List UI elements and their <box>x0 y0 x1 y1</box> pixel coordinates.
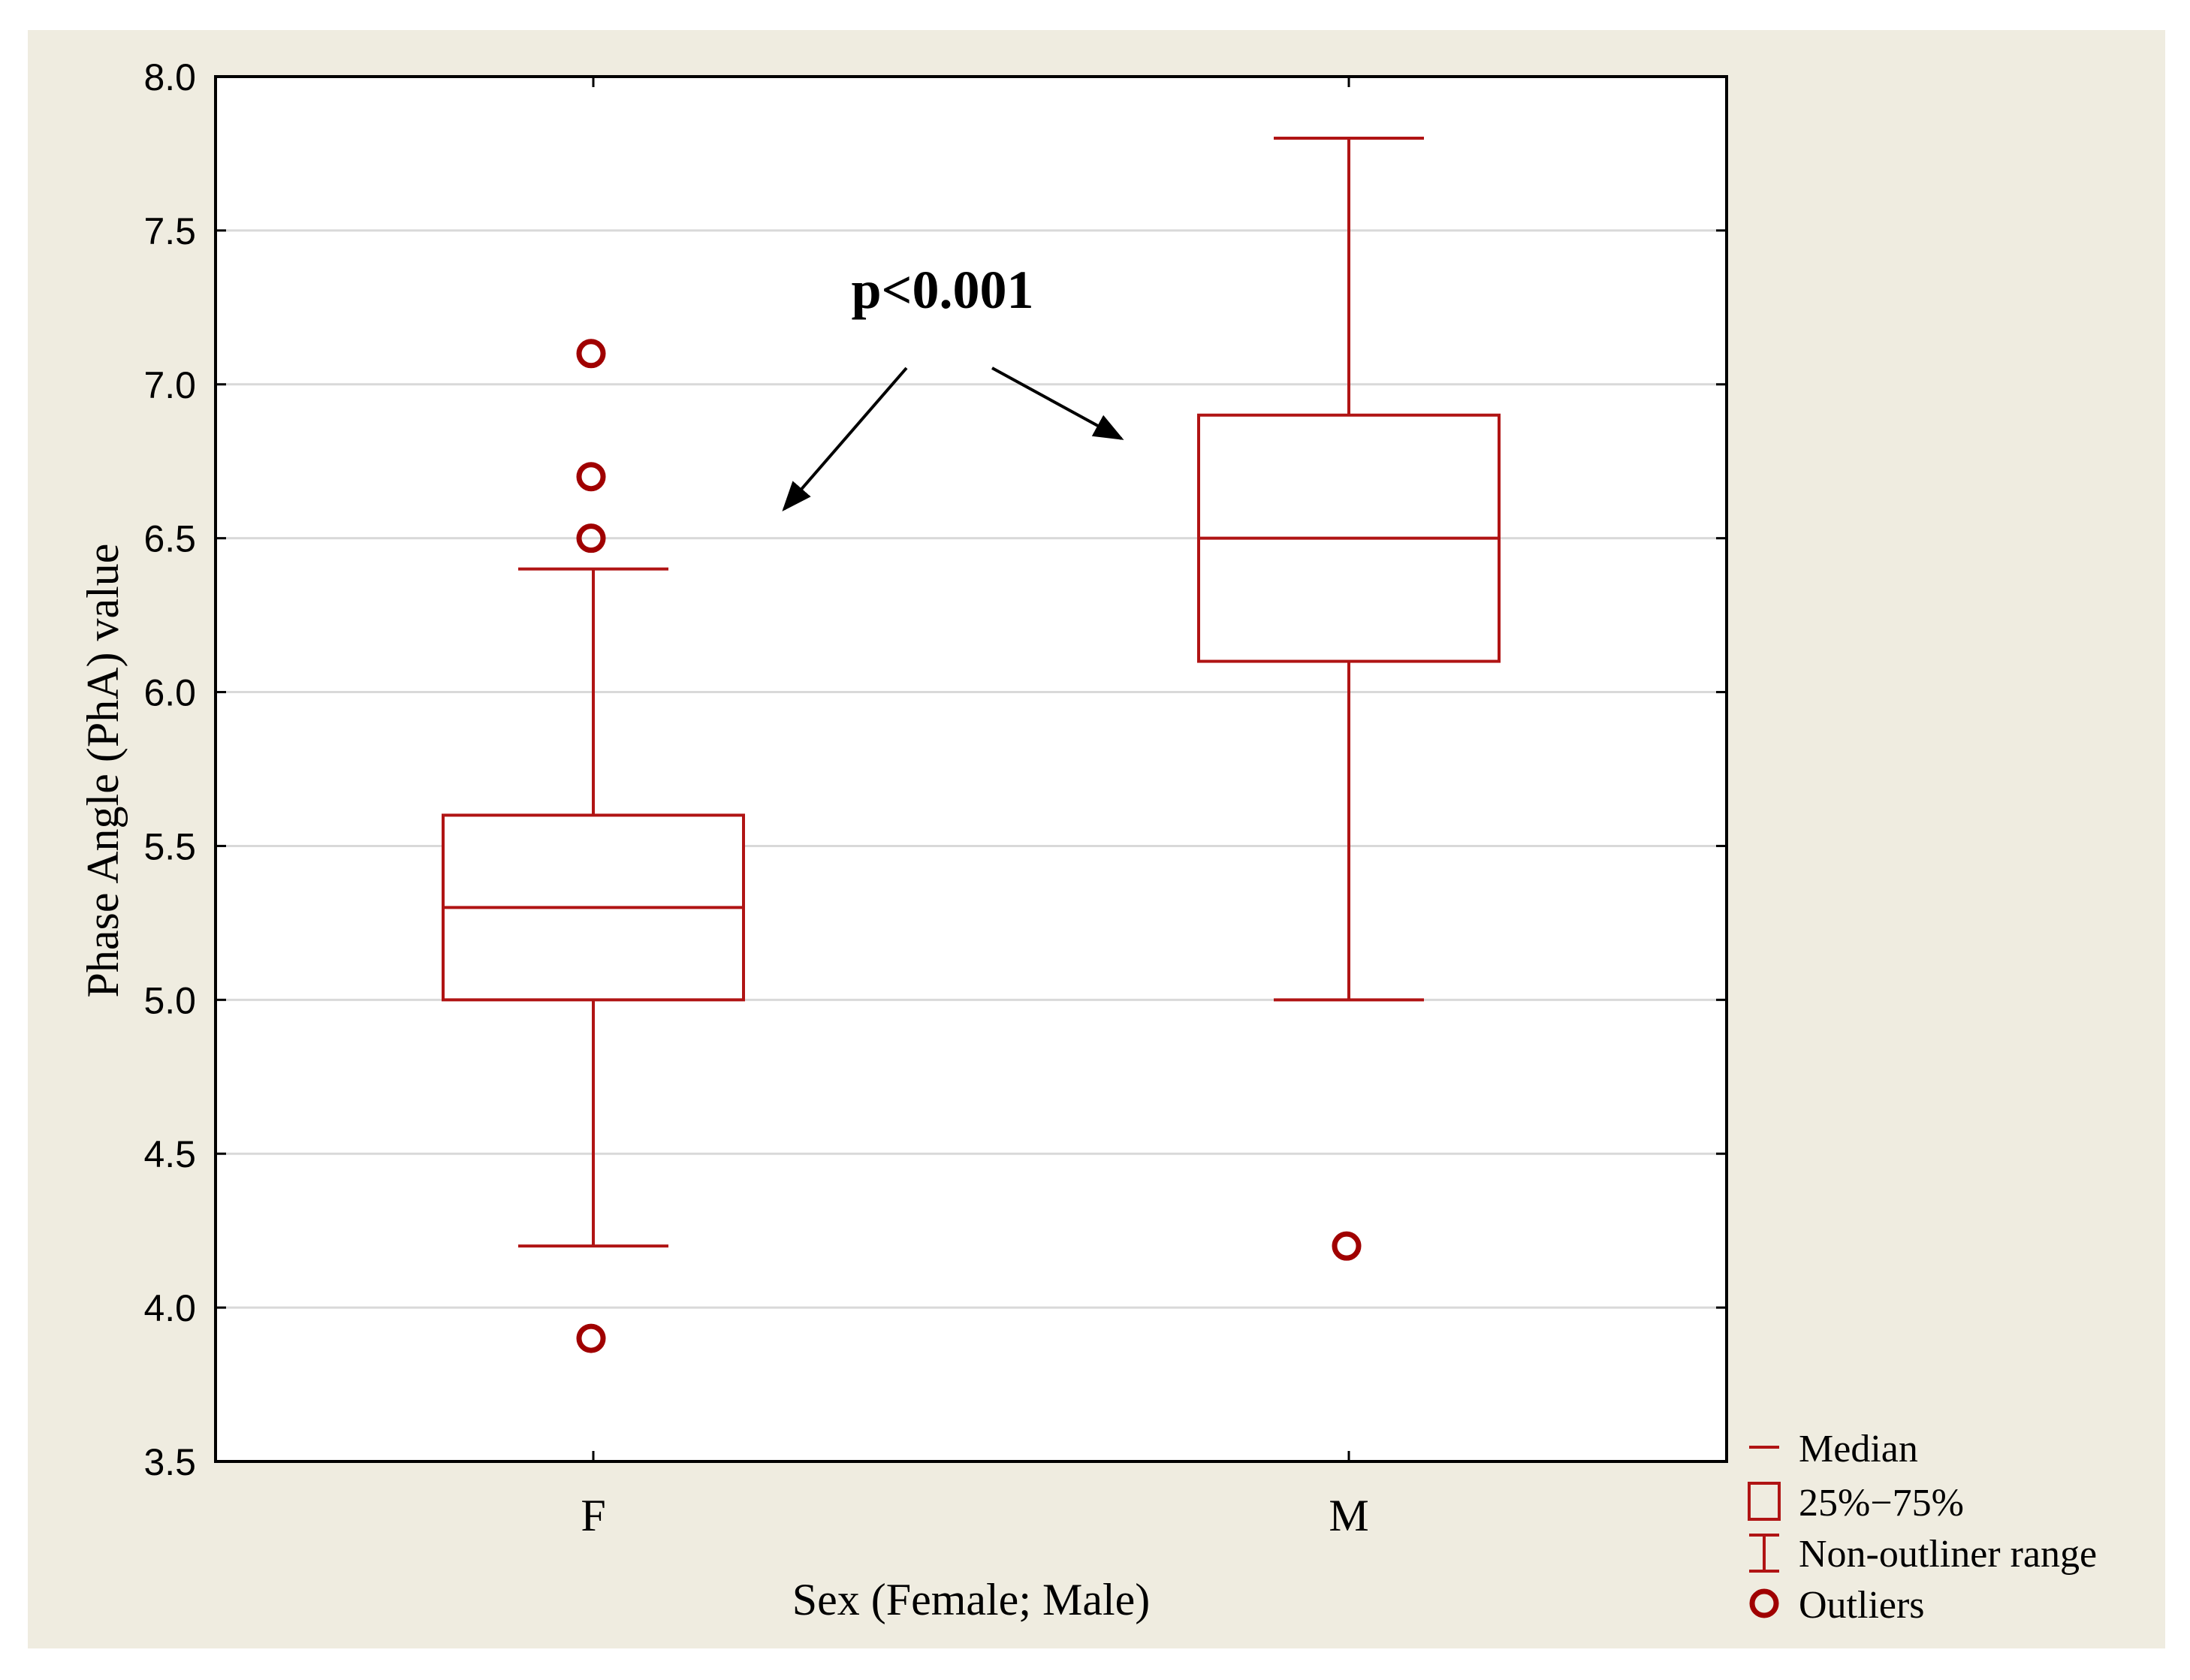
y-tick-label: 5.5 <box>143 825 196 867</box>
legend-outlier-symbol <box>1749 1588 1779 1618</box>
outlier-point <box>576 462 606 492</box>
y-tick-label: 5.0 <box>143 979 196 1021</box>
legend: Median 25%−75% Non-outliner range Outlie… <box>1748 1428 2097 1627</box>
p-value-annotation: p<0.001 <box>851 260 1033 320</box>
plot-border <box>214 75 1728 1463</box>
box-F <box>442 339 745 1353</box>
outlier-point <box>576 1323 606 1353</box>
box-M <box>1197 136 1501 1261</box>
outlier-point <box>576 339 606 369</box>
y-axis-title: Phase Angle (PhA) value <box>78 544 128 998</box>
plot-area <box>216 77 1727 1461</box>
boxes <box>442 136 1501 1353</box>
y-tick-label: 4.0 <box>143 1287 196 1329</box>
annotation-arrow-left <box>782 366 908 512</box>
y-tick-label: 8.0 <box>143 56 196 98</box>
y-tick-label: 4.5 <box>143 1133 196 1175</box>
legend-median-label: Median <box>1799 1428 1918 1470</box>
x-tick-label: M <box>1329 1491 1368 1540</box>
y-tick-label: 7.0 <box>143 364 196 406</box>
y-tick-label: 3.5 <box>143 1441 196 1483</box>
x-tick-label: F <box>581 1491 605 1540</box>
y-tick-label: 6.0 <box>143 672 196 714</box>
legend-whisker-label: Non-outliner range <box>1799 1533 2097 1576</box>
legend-box-label: 25%−75% <box>1799 1482 1964 1525</box>
y-tick-label: 6.5 <box>143 518 196 560</box>
legend-box-symbol <box>1748 1482 1781 1521</box>
y-tick-label: 7.5 <box>143 210 196 252</box>
x-axis-title: Sex (Female; Male) <box>792 1575 1151 1624</box>
outlier-point <box>1332 1231 1362 1261</box>
outlier-point <box>576 523 606 553</box>
annotation-arrow-right <box>991 366 1124 440</box>
y-axis-ticks: 3.5 4.0 4.5 5.0 5.5 6.0 6.5 7.0 7.5 8.0 <box>143 56 1727 1483</box>
legend-outlier-label: Outliers <box>1799 1584 1925 1627</box>
